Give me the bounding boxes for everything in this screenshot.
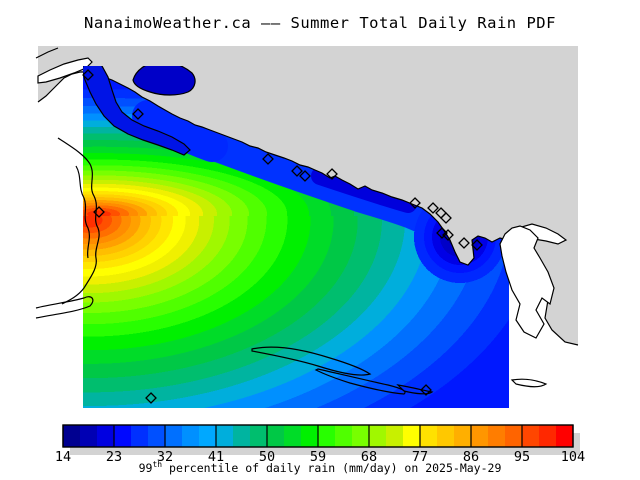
coastal-inlets [83,66,196,156]
mainland-fill [38,46,578,345]
colorbar-segment [199,425,217,447]
colorbar-segment [301,425,319,447]
colorbar-tick-label: 23 [106,449,122,465]
colorbar-segment [369,425,387,447]
gulf-island-outline-2 [314,368,406,395]
station-marker-diamond [299,170,311,182]
station-marker-diamond [132,108,144,120]
colorbar-segment [216,425,234,447]
vancouver-island-inner-outline [75,165,91,259]
colorbar-segment [420,425,438,447]
colorbar-segment [250,425,268,447]
colorbar-segment [131,425,149,447]
colorbar-tick-label: 86 [463,449,479,465]
colorbar-segment [539,425,557,447]
caption-rest: percentile of daily rain (mm/day) on 202… [162,460,502,475]
station-marker-diamond [442,229,454,241]
colorbar-tick-label: 59 [310,449,326,465]
colorbar-segment [114,425,132,447]
colorbar-segment [437,425,455,447]
colorbar-segment [97,425,115,447]
station-marker-diamond [427,202,439,214]
colorbar: 14 23 32 41 50 59 68 77 86 95 104 [55,424,585,465]
colorbar-caption: 99th percentile of daily rain (mm/day) o… [0,460,640,475]
mainland-coastline [37,71,579,346]
colorbar-segment [505,425,523,447]
colorbar-segment [148,425,166,447]
colorbar-segment [403,425,421,447]
sechelt-peninsula-outline [499,225,555,339]
colorbar-segment [267,425,285,447]
colorbar-segment [471,425,489,447]
caption-base: 99 [138,460,153,475]
page-title: NanaimoWeather.ca —— Summer Total Daily … [84,14,556,32]
station-marker-diamond [440,212,452,224]
colorbar-segment [233,425,251,447]
coastal-navy-pockets [311,167,417,213]
caption-superscript: th [152,460,163,469]
station-marker-diamond [409,197,421,209]
vancouver-island-coast-outline [57,137,100,305]
colorbar-segment [284,425,302,447]
coastline-outlines [35,137,568,395]
station-marker-diamond [82,69,94,81]
mainland [35,46,579,346]
colorbar-segment [165,425,183,447]
colorbar-tick-label: 104 [561,449,585,465]
gulf-island-outline-4 [510,378,548,388]
colorbar-segment [454,425,472,447]
colorbar-segment [522,425,540,447]
station-marker-diamond [326,168,338,180]
colorbar-segment [352,425,370,447]
colorbar-tick-label: 14 [55,449,71,465]
northwest-coast-outline [35,47,59,59]
station-marker-diamond [420,384,432,396]
station-marker-diamond [145,392,157,404]
colorbar-segment [335,425,353,447]
gulf-island-outline-1 [251,346,372,376]
colorbar-tick-label: 41 [208,449,224,465]
inlet-strait-band [132,100,228,162]
station-marker-diamond [436,227,448,239]
station-marker-diamond [291,165,303,177]
station-markers [82,69,483,404]
colorbar-segment [80,425,98,447]
vancouver-island-lower-outline [35,296,94,319]
colorbar-tick-label: 32 [157,449,173,465]
station-marker-diamond [93,206,105,218]
colorbar-segment [318,425,336,447]
colorbar-tick-label: 50 [259,449,275,465]
gulf-island-outline-3 [396,384,434,395]
colorbar-segment [488,425,506,447]
station-marker-diamond [471,239,483,251]
colorbar-tick-label: 95 [514,449,530,465]
station-marker-diamond [262,153,274,165]
upper-inlet-outline [37,57,93,84]
colorbar-tick-label: 68 [361,449,377,465]
station-marker-diamond [458,237,470,249]
colorbar-segment [386,425,404,447]
colorbar-segment [182,425,200,447]
inlet-arm [83,66,191,156]
colorbar-segment [556,425,574,447]
colorbar-segment [63,425,81,447]
inlet-basin [132,66,196,96]
colorbar-tick-label: 77 [412,449,428,465]
